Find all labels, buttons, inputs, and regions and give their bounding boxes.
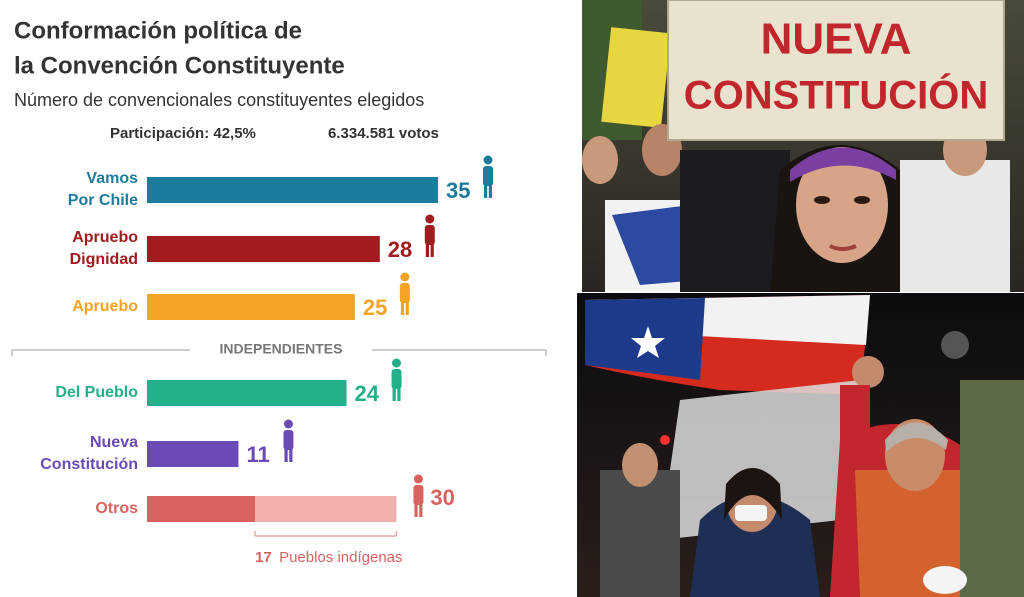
- person-icon: [400, 301, 405, 315]
- person-icon: [419, 503, 423, 517]
- category-label: Otros: [95, 500, 138, 517]
- person-icon: [283, 430, 294, 450]
- person-icon: [289, 448, 293, 462]
- person-icon: [400, 272, 410, 282]
- person-icon: [392, 358, 402, 368]
- annotation-value: 17: [255, 549, 272, 566]
- chart-subtitle: Número de convencionales constituyentes …: [14, 90, 424, 110]
- bar: [147, 177, 438, 203]
- person-icon: [399, 283, 410, 303]
- bar-segment: [255, 496, 397, 522]
- bar: [147, 441, 239, 467]
- person-icon: [397, 387, 401, 401]
- category-label: Del Pueblo: [55, 384, 138, 401]
- chart-title: Conformación política de: [14, 17, 302, 44]
- category-label: Apruebo: [72, 298, 138, 315]
- bar: [147, 294, 355, 320]
- person-icon: [392, 387, 396, 401]
- value-label: 11: [246, 442, 269, 467]
- photo-top: NUEVA CONSTITUCIÓN: [582, 0, 1024, 292]
- value-label: 25: [363, 295, 387, 320]
- category-label: Vamos Por Chile: [68, 170, 138, 209]
- person-icon: [483, 155, 493, 165]
- person-icon: [405, 301, 409, 315]
- person-icon: [413, 485, 424, 505]
- person-icon: [430, 243, 434, 257]
- person-icon: [424, 225, 435, 245]
- participation: Participación: 42,5%: [110, 125, 256, 142]
- person-icon: [425, 243, 429, 257]
- bar: [147, 380, 347, 406]
- person-icon: [484, 184, 488, 198]
- votes: 6.334.581 votos: [328, 125, 439, 142]
- chart: Conformación política de la Convención C…: [11, 17, 547, 566]
- category-label: Apruebo Dignidad: [70, 229, 139, 268]
- chart-title: la Convención Constituyente: [14, 52, 345, 79]
- value-label: 24: [355, 381, 380, 406]
- person-icon: [413, 474, 423, 484]
- person-icon: [414, 503, 418, 517]
- category-label: Nueva Constitución: [40, 434, 138, 473]
- value-label: 30: [430, 485, 454, 510]
- annotation-label: Pueblos indígenas: [279, 549, 402, 566]
- person-icon: [283, 419, 293, 429]
- sign-text: NUEVA: [761, 15, 912, 64]
- value-label: 28: [388, 237, 412, 262]
- person-icon: [391, 369, 402, 389]
- person-icon: [483, 166, 493, 186]
- photo-bottom: [577, 293, 1024, 597]
- person-icon: [425, 214, 435, 224]
- separator-label: INDEPENDIENTES: [220, 341, 343, 357]
- value-label: 35: [446, 178, 470, 203]
- sign-text: CONSTITUCIÓN: [684, 72, 988, 118]
- bar: [147, 236, 380, 262]
- person-icon: [284, 448, 288, 462]
- person-icon: [488, 184, 492, 198]
- bar-segment: [147, 496, 256, 522]
